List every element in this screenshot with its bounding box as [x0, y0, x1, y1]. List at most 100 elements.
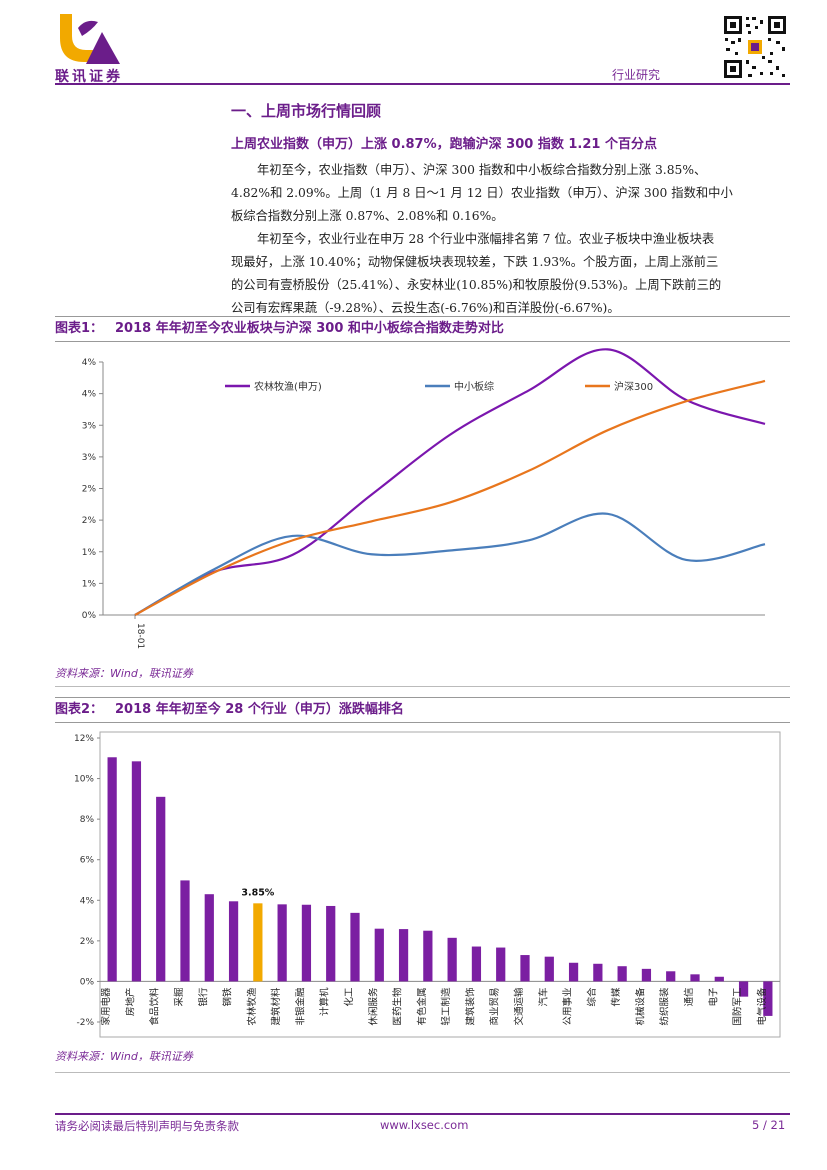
category-label: 公用事业 — [562, 987, 574, 1025]
category-label: 非银金融 — [294, 987, 306, 1026]
bar-综合 — [593, 963, 603, 982]
bar-机械设备 — [641, 968, 652, 982]
section-heading: 一、上周市场行情回顾 — [231, 102, 382, 120]
category-label: 建筑材料 — [270, 987, 282, 1026]
footer-divider — [55, 1113, 790, 1115]
y-tick-label: 0% — [82, 611, 97, 621]
bar-化工 — [350, 912, 360, 982]
category-label: 钢铁 — [222, 987, 234, 1007]
figure1-source: 资料来源：Wind，联讯证券 — [55, 667, 193, 680]
bar-chart: -2% 0% 2% 4% 6% 8% 10% 12% 家用电器 房地产 食品饮料 采掘 银行 钢铁 农林牧… — [74, 731, 781, 1038]
legend-label: 沪深300 — [614, 380, 653, 393]
category-label: 化工 — [343, 987, 355, 1007]
paragraph-line: 年初至今，农业行业在申万 28 个行业中涨幅排名第 7 位。农业子板块中渔业板块… — [257, 232, 715, 246]
category-label: 传媒 — [610, 987, 622, 1007]
qr-code-icon — [722, 14, 788, 80]
y-tick-label: 1% — [82, 579, 97, 589]
y-tick-label: 10% — [74, 775, 94, 785]
y-tick-label: -2% — [76, 1018, 94, 1028]
line-chart: 0% 1% 1% 2% 2% 3% 3% 4% 4% 18-01 农林牧渔(申万) 中小板综 沪深30… — [82, 348, 766, 649]
subsection-heading: 上周农业指数（申万）上涨 0.87%，跑输沪深 300 指数 1.21 个百分点 — [231, 137, 657, 152]
bar-商业贸易 — [496, 947, 506, 982]
category-label: 医药生物 — [392, 987, 404, 1026]
category-label: 银行 — [197, 987, 209, 1007]
page-number: 5 / 21 — [752, 1118, 786, 1132]
bar-公用事业 — [568, 962, 579, 982]
bar-建筑材料 — [277, 904, 287, 982]
footer-website-link[interactable]: www.lxsec.com — [380, 1118, 469, 1132]
bar-休闲服务 — [374, 928, 384, 982]
figure2-label: 图表2： — [55, 702, 104, 717]
figure2-bottom-rule — [55, 1072, 790, 1073]
paragraph-line: 4.82%和 2.09%。上周（1 月 8 日～1 月 12 日）农业指数（申万… — [231, 186, 733, 200]
bar-医药生物 — [398, 929, 409, 982]
bar-纺织服装 — [666, 971, 676, 982]
category-label: 综合 — [586, 987, 598, 1007]
bar-有色金属 — [423, 930, 433, 982]
category-label: 交通运输 — [513, 987, 525, 1026]
y-tick-label: 12% — [74, 734, 94, 744]
paragraph-line: 公司有宏辉果蔬（-9.28%）、云投生态(-6.76%)和百洋股份(-6.67%… — [231, 301, 620, 315]
y-tick-label: 8% — [80, 815, 95, 825]
category-label: 房地产 — [124, 987, 136, 1016]
series-line-农林牧渔(申万) — [134, 348, 766, 616]
y-tick-label: 1% — [82, 548, 97, 558]
bar-传媒 — [617, 966, 627, 982]
figure2-title-bar: 图表2： 2018 年年初至今 28 个行业（申万）涨跌幅排名 — [55, 697, 790, 723]
y-tick-label: 4% — [80, 896, 95, 906]
bar-汽车 — [544, 956, 554, 982]
legend-label: 农林牧渔(申万) — [254, 380, 322, 393]
category-label: 机械设备 — [634, 987, 646, 1026]
paragraph-line: 板综合指数分别上涨 0.87%、2.08%和 0.16%。 — [231, 209, 504, 223]
y-tick-label: 4% — [82, 390, 97, 400]
y-tick-label: 2% — [80, 937, 95, 947]
bar-采掘 — [180, 880, 190, 982]
category-label: 电气设备 — [756, 987, 768, 1026]
category-label: 食品饮料 — [149, 987, 161, 1026]
bar-非银金融 — [301, 904, 312, 982]
category-label: 采掘 — [173, 987, 185, 1006]
category-label: 通信 — [683, 987, 695, 1006]
footer-disclaimer: 请务必阅读最后特别声明与免责条款 — [55, 1119, 239, 1133]
paragraph-line: 年初至今，农业指数（申万）、沪深 300 指数和中小板综合指数分别上涨 3.85… — [257, 163, 707, 177]
bar-房地产 — [131, 761, 142, 982]
category-label: 纺织服装 — [659, 987, 671, 1026]
figure1-label: 图表1： — [55, 321, 104, 336]
bar-电气设备 — [763, 981, 773, 1016]
y-tick-label: 2% — [82, 516, 97, 526]
legend-label: 中小板综 — [454, 380, 494, 393]
category-label: 家用电器 — [100, 987, 112, 1026]
company-logo — [58, 14, 122, 66]
bar-轻工制造 — [447, 937, 457, 982]
category-label: 农林牧渔 — [246, 987, 258, 1026]
bar-钢铁 — [228, 901, 239, 982]
paragraph-line: 现最好，上涨 10.40%；动物保健板块表现较差，下跌 1.93%。个股方面，上… — [231, 255, 719, 269]
figure1-title: 2018 年年初至今农业板块与沪深 300 和中小板综合指数走势对比 — [115, 321, 504, 336]
paragraph-industry-ranking: 年初至今，农业行业在申万 28 个行业中涨幅排名第 7 位。农业子板块中渔业板块… — [231, 228, 791, 320]
category-label: 国防军工 — [732, 987, 744, 1026]
category-label: 建筑装饰 — [464, 987, 476, 1025]
bar-建筑装饰 — [471, 946, 482, 982]
section-label: 行业研究 — [612, 68, 661, 82]
bar-交通运输 — [520, 955, 530, 982]
figure2-source: 资料来源：Wind，联讯证券 — [55, 1050, 193, 1063]
category-label: 汽车 — [537, 987, 549, 1006]
bar-计算机 — [326, 905, 336, 982]
paragraph-line: 的公司有壹桥股份（25.41%）、永安林业(10.85%)和牧原股份(9.53%… — [231, 278, 722, 292]
figure1-title-bar: 图表1： 2018 年年初至今农业板块与沪深 300 和中小板综合指数走势对比 — [55, 316, 790, 342]
bar-家用电器 — [107, 757, 117, 982]
y-tick-label: 4% — [82, 358, 97, 368]
y-tick-label: 6% — [80, 856, 95, 866]
plot-border — [99, 731, 781, 1038]
bar-银行 — [204, 894, 214, 982]
category-label: 休闲服务 — [367, 987, 379, 1026]
figure2-title: 2018 年年初至今 28 个行业（申万）涨跌幅排名 — [115, 702, 404, 717]
x-tick-label: 18-01 — [135, 623, 145, 649]
category-label: 电子 — [707, 987, 719, 1007]
bar-农林牧渔 — [253, 903, 263, 982]
series-line-沪深300 — [134, 379, 766, 616]
bar-食品饮料 — [156, 796, 166, 982]
category-label: 商业贸易 — [489, 987, 501, 1025]
paragraph-ytd-performance: 年初至今，农业指数（申万）、沪深 300 指数和中小板综合指数分别上涨 3.85… — [231, 159, 791, 228]
category-label: 计算机 — [319, 987, 331, 1016]
